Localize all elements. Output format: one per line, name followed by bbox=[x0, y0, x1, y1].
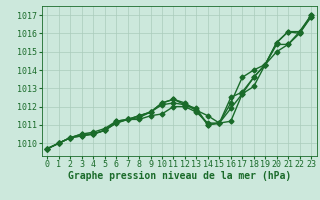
X-axis label: Graphe pression niveau de la mer (hPa): Graphe pression niveau de la mer (hPa) bbox=[68, 171, 291, 181]
